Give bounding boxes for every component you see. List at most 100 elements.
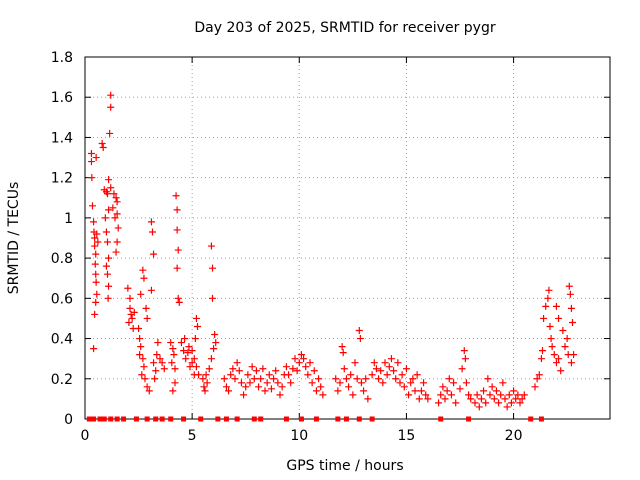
data-point <box>188 347 196 355</box>
data-point <box>334 387 342 395</box>
data-point <box>347 371 355 379</box>
x-tick-label: 0 <box>81 428 90 444</box>
data-point <box>135 325 143 332</box>
data-point <box>212 339 220 347</box>
data-point <box>169 345 177 353</box>
data-point <box>92 270 100 278</box>
data-point <box>537 355 545 363</box>
data-point <box>339 349 347 357</box>
data-point <box>106 129 114 137</box>
data-point <box>220 375 228 383</box>
data-point <box>250 375 258 383</box>
data-point <box>510 387 518 395</box>
data-point <box>295 359 303 367</box>
data-point <box>282 363 290 371</box>
data-point <box>539 347 546 355</box>
data-point <box>563 335 571 343</box>
data-point <box>381 359 389 367</box>
data-point <box>101 214 109 222</box>
data-point <box>512 395 520 403</box>
data-point <box>200 383 208 391</box>
data-point <box>490 395 498 403</box>
data-point <box>107 103 115 111</box>
data-point <box>443 387 451 395</box>
data-point <box>319 391 327 399</box>
x-tick-label: 20 <box>505 428 523 444</box>
data-point <box>364 395 372 403</box>
data-point <box>207 242 215 250</box>
data-point <box>566 290 574 298</box>
zero-marker <box>108 416 114 422</box>
data-point <box>199 375 207 383</box>
data-point <box>475 403 483 411</box>
data-point <box>194 322 201 330</box>
data-point <box>150 359 158 367</box>
data-point <box>383 371 391 379</box>
data-point <box>209 264 216 272</box>
data-point <box>147 218 155 226</box>
data-point <box>424 395 432 403</box>
data-point <box>209 294 216 302</box>
data-point <box>278 383 286 391</box>
data-point <box>488 383 496 391</box>
data-point <box>342 375 350 383</box>
data-point <box>304 371 312 379</box>
data-point <box>555 355 563 363</box>
data-point <box>139 355 147 363</box>
data-point <box>211 331 219 339</box>
data-point <box>355 327 363 335</box>
data-point <box>246 379 254 387</box>
data-point <box>91 260 99 268</box>
data-point <box>261 387 269 395</box>
data-point <box>231 375 239 383</box>
data-point <box>113 198 121 206</box>
data-point <box>184 349 192 357</box>
data-point <box>107 91 115 99</box>
y-tick-label: 1.4 <box>51 130 73 146</box>
data-point <box>450 379 458 387</box>
data-point <box>263 379 271 387</box>
data-point <box>90 218 98 226</box>
data-point <box>105 254 113 262</box>
data-point <box>377 367 385 375</box>
data-point <box>561 343 569 351</box>
y-tick-label: 1 <box>64 211 73 227</box>
zero-marker <box>251 416 257 422</box>
data-point <box>93 230 101 238</box>
data-point <box>267 385 275 393</box>
data-point <box>467 395 475 403</box>
data-point <box>458 365 466 373</box>
chart-title: Day 203 of 2025, SRMTID for receiver pyg… <box>194 20 495 36</box>
data-point <box>153 351 161 359</box>
data-point <box>310 367 318 375</box>
data-point <box>552 302 560 310</box>
data-point <box>150 250 158 258</box>
grid <box>85 57 610 419</box>
data-point <box>111 214 119 222</box>
data-point <box>201 387 209 395</box>
data-point <box>92 278 100 286</box>
data-point <box>550 351 558 359</box>
zero-marker <box>86 416 92 422</box>
data-point <box>308 379 316 387</box>
x-tick-label: 15 <box>398 428 416 444</box>
data-point <box>172 192 180 200</box>
data-point <box>287 379 295 387</box>
data-point <box>345 383 353 391</box>
y-tick-label: 1.2 <box>51 171 73 187</box>
data-point <box>185 343 193 351</box>
zero-marker <box>121 416 127 422</box>
data-point <box>486 391 494 399</box>
data-point <box>540 314 548 322</box>
data-point <box>171 365 179 373</box>
data-point <box>102 228 110 236</box>
data-point <box>244 371 252 379</box>
data-point <box>402 365 410 373</box>
y-tick-label: 0 <box>64 412 73 428</box>
data-point <box>315 375 323 383</box>
data-point <box>548 343 556 351</box>
data-point <box>142 304 150 312</box>
data-point <box>357 379 365 387</box>
data-point <box>422 391 430 399</box>
y-tick-label: 0.8 <box>51 251 73 267</box>
